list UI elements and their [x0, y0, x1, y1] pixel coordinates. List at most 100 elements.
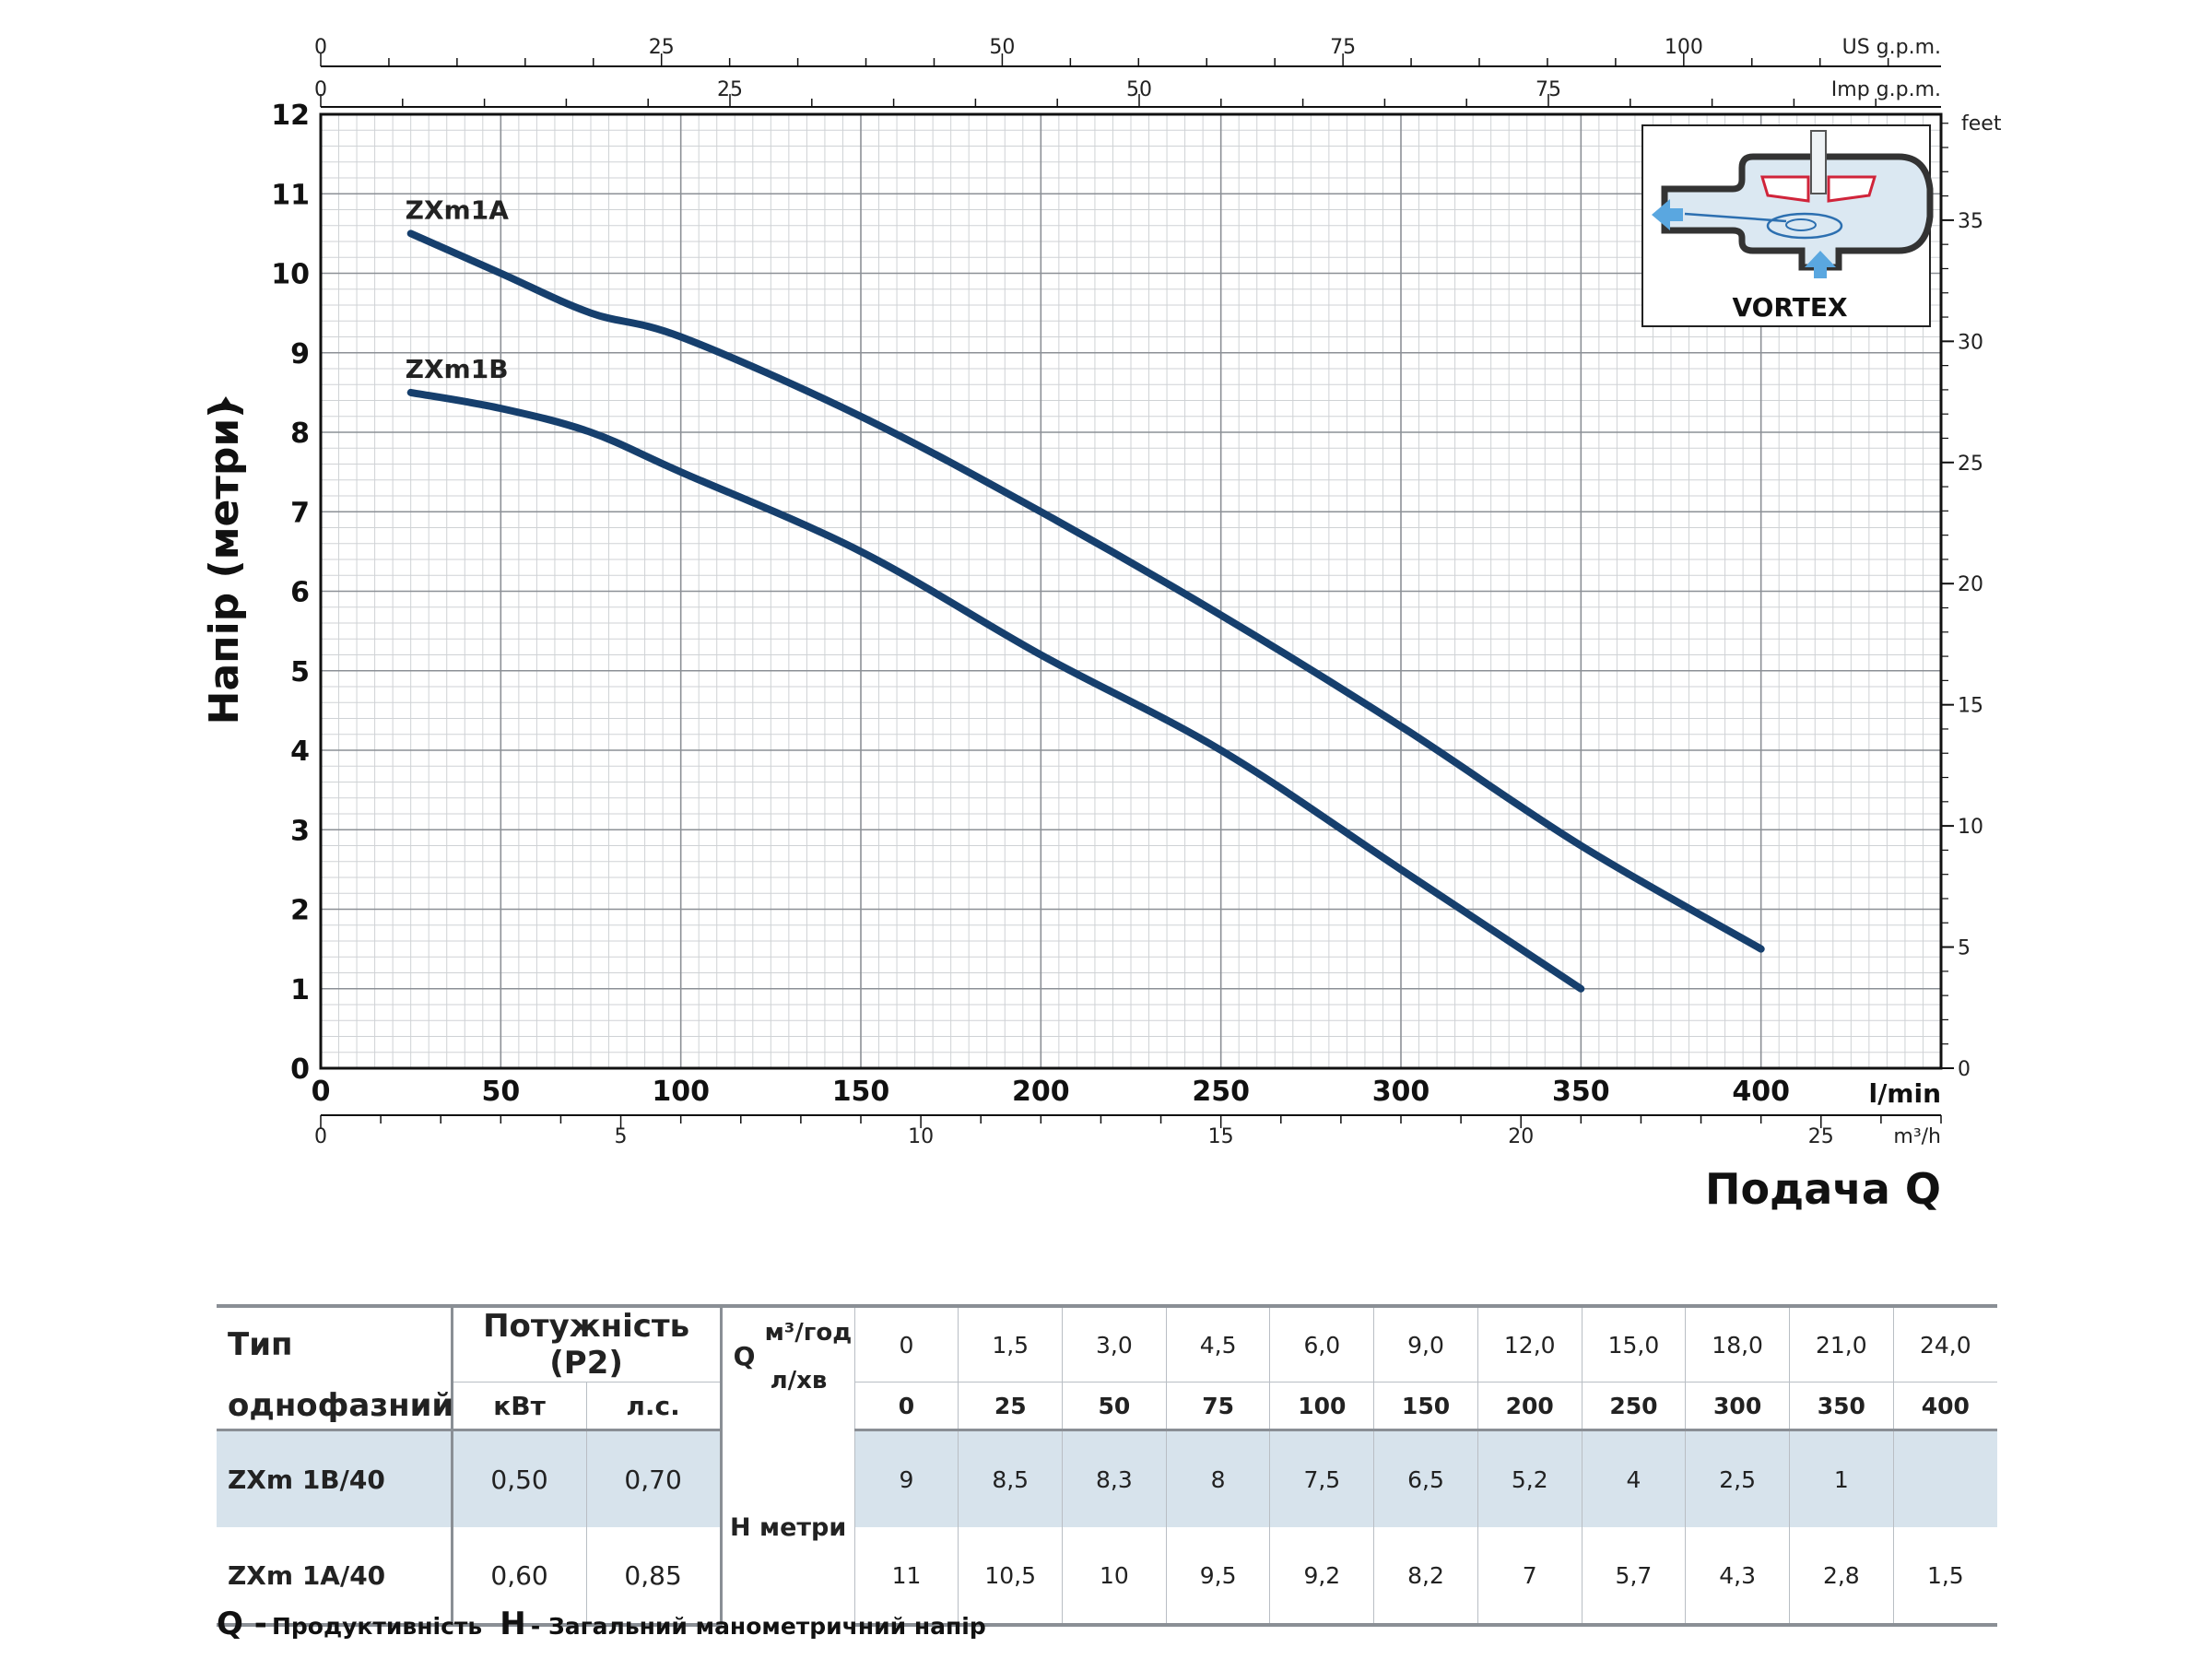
y-tick-label: 11	[271, 179, 310, 211]
head-value: 8	[1166, 1430, 1271, 1527]
power-kw: 0,50	[452, 1430, 587, 1527]
curve-zxm1a	[406, 229, 1765, 953]
us-gpm-tick-label: 100	[1665, 36, 1703, 59]
lmin-value: 100	[1269, 1382, 1375, 1431]
feet-tick-label: 25	[1958, 453, 1983, 476]
power-hp: 0,85	[586, 1527, 723, 1627]
vortex-label: VORTEX	[1732, 292, 1848, 323]
lmin-value: 75	[1166, 1382, 1271, 1431]
us-gpm-tick-label: 25	[649, 36, 675, 59]
head-value: 7	[1477, 1527, 1583, 1627]
lmin-value: 300	[1685, 1382, 1790, 1431]
us-gpm-tick-label: 75	[1330, 36, 1356, 59]
vortex-inset: VORTEX	[1641, 124, 1934, 327]
right-axis-feet: 0 5 10 15 20 25 30 35 feet	[1941, 112, 2002, 1081]
m3h-value: 24,0	[1893, 1304, 1997, 1382]
head-value: 9,2	[1269, 1527, 1375, 1627]
y-axis-arrow-icon	[218, 396, 234, 409]
y-tick-label: 0	[290, 1053, 310, 1086]
x-tick-label-lmin: 0	[312, 1076, 331, 1108]
y-tick-label: 9	[290, 338, 310, 371]
inlet-arrow-tail-icon	[1814, 267, 1827, 278]
m3h-value: 12,0	[1477, 1304, 1583, 1382]
x-tick-label-m3h: 15	[1208, 1125, 1234, 1148]
legend-q-letter: Q -	[217, 1606, 267, 1642]
feet-tick-label: 5	[1958, 937, 1971, 960]
x-axis-title: Подача Q	[1705, 1164, 1941, 1214]
feet-unit-label: feet	[1961, 112, 2002, 135]
us-gpm-tick-label: 50	[989, 36, 1015, 59]
imp-gpm-tick-label: 25	[717, 78, 743, 101]
head-value: 8,3	[1062, 1430, 1167, 1527]
lmin-value: 150	[1373, 1382, 1478, 1431]
lmin-value: 350	[1789, 1382, 1894, 1431]
inlet-arrow-icon	[1805, 251, 1836, 267]
legend-q-text: Продуктивність	[271, 1613, 483, 1640]
y-tick-label: 3	[290, 815, 310, 847]
x-tick-label-m3h: 20	[1508, 1125, 1534, 1148]
head-value: 4	[1582, 1430, 1687, 1527]
x-tick-label-lmin: 400	[1732, 1076, 1790, 1108]
kw-label: кВт	[452, 1382, 587, 1431]
y-tick-label: 4	[290, 735, 310, 768]
x-tick-label-m3h: 25	[1808, 1125, 1834, 1148]
bottom-axes: 0 50 100 150 200 250 300 350 400 l/min 0 5 10 15 20 25 m…	[312, 1076, 1942, 1148]
x-tick-label-lmin: 50	[481, 1076, 520, 1108]
m3h-label: м³/год	[764, 1319, 853, 1347]
lmin-value: 400	[1893, 1382, 1997, 1431]
head-value: 9	[854, 1430, 959, 1527]
lmin-value: 200	[1477, 1382, 1583, 1431]
curve-label-zxm1b: ZXm1B	[406, 354, 509, 384]
impeller-right-icon	[1827, 175, 1877, 203]
feet-tick-label: 20	[1958, 573, 1983, 596]
m3h-value: 9,0	[1373, 1304, 1478, 1382]
imp-gpm-tick-label: 0	[314, 78, 327, 101]
model-name: ZXm 1B/40	[217, 1430, 453, 1527]
table-legend: Q - Продуктивність H - Загальний маномет…	[217, 1606, 986, 1642]
head-value	[1893, 1430, 1997, 1527]
lmin-value: 0	[854, 1382, 959, 1431]
vortex-swirl-inner-icon	[1785, 218, 1817, 231]
curve-zxm1b	[406, 388, 1585, 993]
head-value: 10,5	[958, 1527, 1064, 1627]
x-tick-label-lmin: 150	[832, 1076, 890, 1108]
y-tick-label: 12	[271, 100, 310, 132]
y-tick-label: 5	[290, 656, 310, 688]
x-tick-label-m3h: 10	[908, 1125, 934, 1148]
m3h-value: 3,0	[1062, 1304, 1167, 1382]
lmin-label: л/хв	[770, 1367, 828, 1394]
q-label: Q	[733, 1341, 756, 1371]
h-label: H метри	[721, 1430, 855, 1625]
lmin-value: 50	[1062, 1382, 1167, 1431]
head-value: 5,7	[1582, 1527, 1687, 1627]
head-value: 1	[1789, 1430, 1894, 1527]
x-tick-label-lmin: 200	[1012, 1076, 1070, 1108]
q-unit-cell: Q м³/год л/хв	[721, 1304, 855, 1430]
x-tick-label-lmin: 300	[1372, 1076, 1430, 1108]
lmin-value: 25	[958, 1382, 1064, 1431]
feet-tick-label: 35	[1958, 210, 1983, 233]
curves: ZXm1A ZXm1B	[406, 194, 1765, 993]
lmin-value: 250	[1582, 1382, 1687, 1431]
feet-tick-label: 0	[1958, 1058, 1971, 1081]
legend-h-text: - Загальний манометричний напір	[530, 1613, 986, 1640]
model-name: ZXm 1A/40	[217, 1527, 453, 1627]
power-kw: 0,60	[452, 1527, 587, 1627]
head-value: 8,5	[958, 1430, 1064, 1527]
head-value: 5,2	[1477, 1430, 1583, 1527]
m3h-value: 15,0	[1582, 1304, 1687, 1382]
imp-gpm-tick-label: 75	[1535, 78, 1561, 101]
y-tick-label: 1	[290, 974, 310, 1006]
hp-label: л.с.	[586, 1382, 723, 1431]
performance-table: Тип Потужність (P2) Q м³/год л/хв 0 1,5 …	[217, 1304, 1997, 1627]
y-axis-title: Напір (метри)	[201, 400, 248, 725]
y-tick-label: 7	[290, 497, 310, 529]
head-value: 7,5	[1269, 1430, 1375, 1527]
m3h-value: 21,0	[1789, 1304, 1894, 1382]
flow-line-icon	[1684, 212, 1787, 223]
head-value: 10	[1062, 1527, 1167, 1627]
head-value: 9,5	[1166, 1527, 1271, 1627]
x-tick-label-lmin: 350	[1552, 1076, 1610, 1108]
legend-h-letter: H	[500, 1606, 526, 1642]
